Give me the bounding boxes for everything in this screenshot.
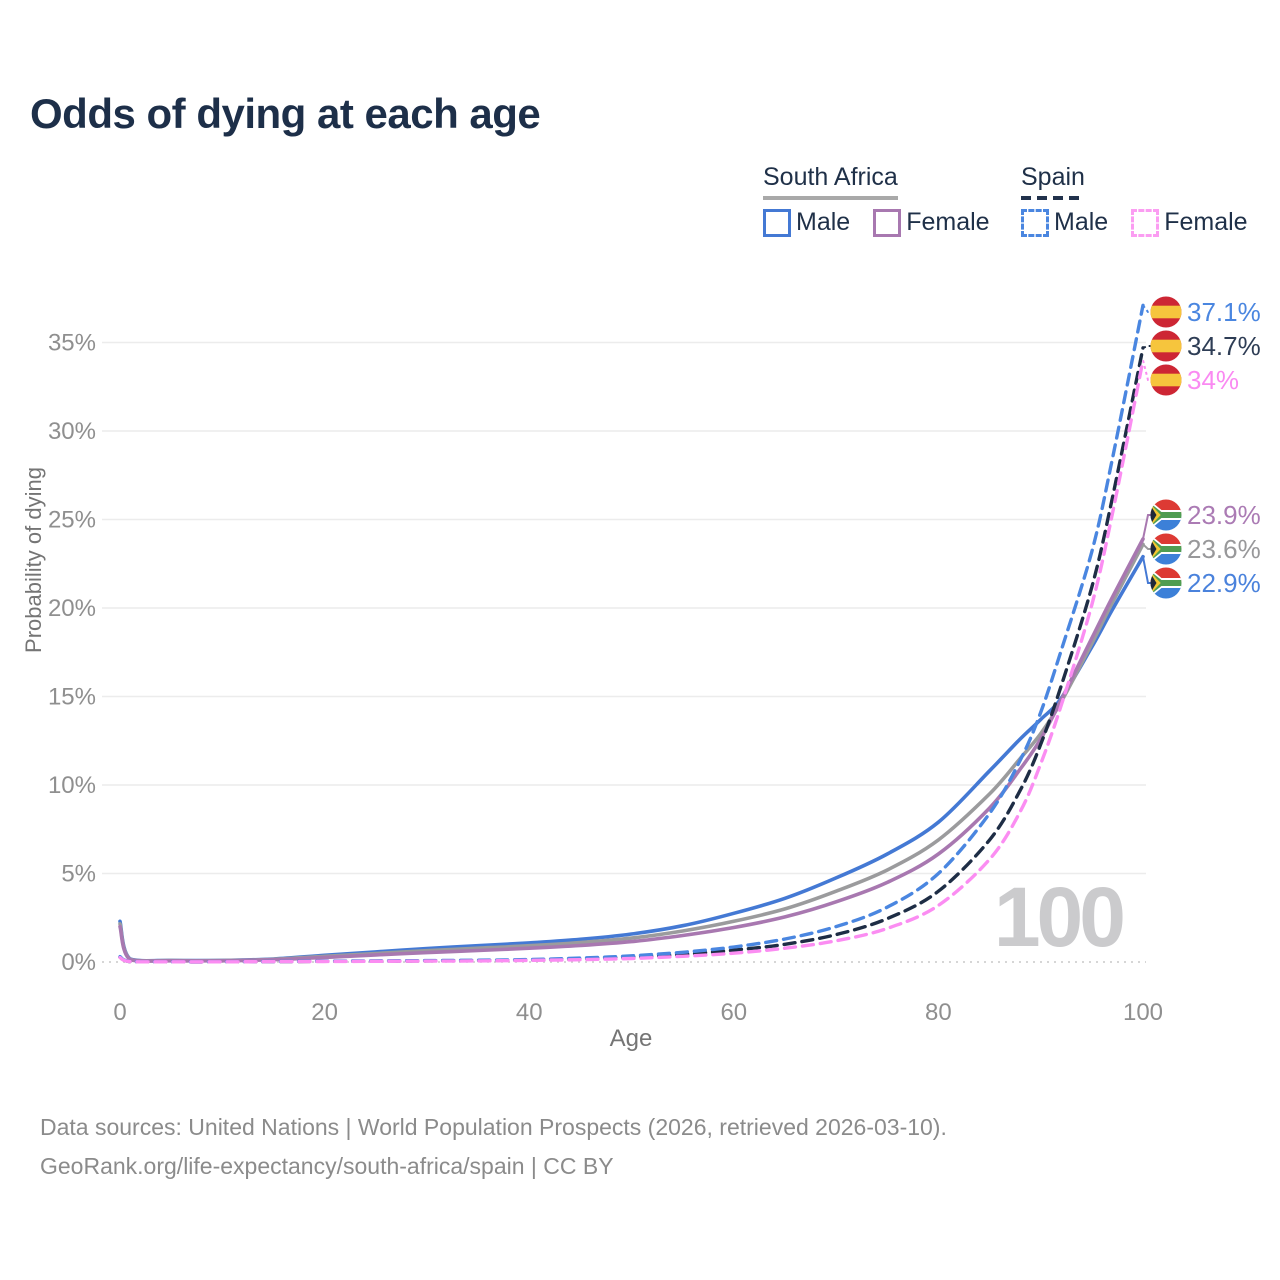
data-source-footer: Data sources: United Nations | World Pop… <box>40 1108 947 1186</box>
end-value-label-es_total: 34.7% <box>1187 331 1261 361</box>
end-label-connector-sa_female <box>1142 514 1152 540</box>
footer-line-2: GeoRank.org/life-expectancy/south-africa… <box>40 1153 614 1179</box>
sa-male-swatch-icon <box>763 208 791 237</box>
legend-group-spain: Spain Male Female <box>1021 163 1271 237</box>
sa-female-swatch-icon <box>873 208 902 237</box>
end-value-label-es_male: 37.1% <box>1187 297 1261 327</box>
spain-flag-yellow-band <box>1150 339 1182 353</box>
flag-icon-spain <box>1150 330 1182 362</box>
y-tick-label-35: 35% <box>48 330 96 357</box>
legend-group-header-spain: Spain <box>1021 163 1085 200</box>
flag-clip-group <box>1150 533 1182 565</box>
x-tick-label-20: 20 <box>311 999 338 1026</box>
series-line-es_total <box>118 346 1145 964</box>
sa-flag-gold-chevron <box>1150 572 1161 594</box>
flag-icon-spain <box>1150 296 1182 328</box>
y-tick-label-30: 30% <box>48 418 96 445</box>
end-label-connector-es_female <box>1142 359 1152 381</box>
legend-group-header-south-africa: South Africa <box>763 163 898 200</box>
end-value-label-sa_total: 23.6% <box>1187 534 1261 564</box>
y-tick-label-0: 0% <box>61 949 96 976</box>
x-tick-label-60: 60 <box>720 999 747 1026</box>
y-tick-label-25: 25% <box>48 507 96 534</box>
sa-flag-black-triangle <box>1150 538 1157 560</box>
legend-group-title: Spain <box>1021 163 1085 191</box>
series-line-sa_male <box>118 554 1145 963</box>
sa-flag-gold-chevron <box>1150 538 1161 560</box>
spain-female-swatch-icon <box>1131 208 1160 237</box>
x-tick-label-100: 100 <box>1123 999 1163 1026</box>
x-tick-label-40: 40 <box>516 999 543 1026</box>
sa-flag-gold-chevron <box>1150 504 1161 526</box>
y-axis-title: Probability of dying <box>21 467 46 653</box>
footer-line-1: Data sources: United Nations | World Pop… <box>40 1114 947 1140</box>
chart-title: Odds of dying at each age <box>30 90 541 137</box>
flag-clip-group <box>1150 567 1182 599</box>
spain-flag-yellow-band <box>1150 373 1182 387</box>
series-line-sa_female <box>118 537 1145 963</box>
flag-clip-group <box>1150 296 1182 328</box>
x-axis-title: Age <box>610 1025 653 1052</box>
spain-male-swatch-icon <box>1021 208 1049 237</box>
flag-icon-south-africa <box>1150 533 1182 565</box>
legend-underline-dashed-icon <box>1021 196 1085 200</box>
legend-item-sa-female[interactable]: Female <box>873 208 990 237</box>
legend-underline-solid-icon <box>763 196 898 200</box>
flag-icon-south-africa <box>1150 499 1182 531</box>
legend-item-spain-male[interactable]: Male <box>1021 208 1108 237</box>
legend-item-label: Female <box>906 208 990 236</box>
sa-flag-black-triangle <box>1150 504 1157 526</box>
legend-item-label: Male <box>1054 208 1109 236</box>
end-value-label-es_female: 34% <box>1187 365 1239 395</box>
sa-flag-black-triangle <box>1150 572 1157 594</box>
hover-age-watermark: 100 <box>994 870 1123 964</box>
end-value-label-sa_male: 22.9% <box>1187 568 1261 598</box>
spain-flag-yellow-band <box>1150 305 1182 319</box>
flag-clip-group <box>1150 364 1182 396</box>
flag-icon-spain <box>1150 364 1182 396</box>
y-tick-label-15: 15% <box>48 684 96 711</box>
end-label-connector-es_male <box>1142 304 1152 313</box>
legend-item-spain-female[interactable]: Female <box>1131 208 1248 237</box>
y-tick-label-5: 5% <box>61 861 96 888</box>
x-tick-label-0: 0 <box>113 999 126 1026</box>
x-tick-label-80: 80 <box>925 999 952 1026</box>
flag-icon-south-africa <box>1150 567 1182 599</box>
y-tick-label-20: 20% <box>48 595 96 622</box>
end-value-label-sa_female: 23.9% <box>1187 500 1261 530</box>
legend-group-south-africa: South Africa Male Female <box>763 163 1013 237</box>
legend-item-label: Male <box>796 208 851 236</box>
flag-clip-group <box>1150 330 1182 362</box>
legend-group-title: South Africa <box>763 163 898 191</box>
end-label-connector-sa_male <box>1142 556 1152 584</box>
legend-item-label: Female <box>1164 208 1248 236</box>
series-line-es_male <box>118 303 1145 964</box>
series-line-es_female <box>118 358 1145 964</box>
legend-item-sa-male[interactable]: Male <box>763 208 850 237</box>
flag-clip-group <box>1150 499 1182 531</box>
series-line-sa_total <box>118 542 1145 963</box>
y-tick-label-10: 10% <box>48 772 96 799</box>
